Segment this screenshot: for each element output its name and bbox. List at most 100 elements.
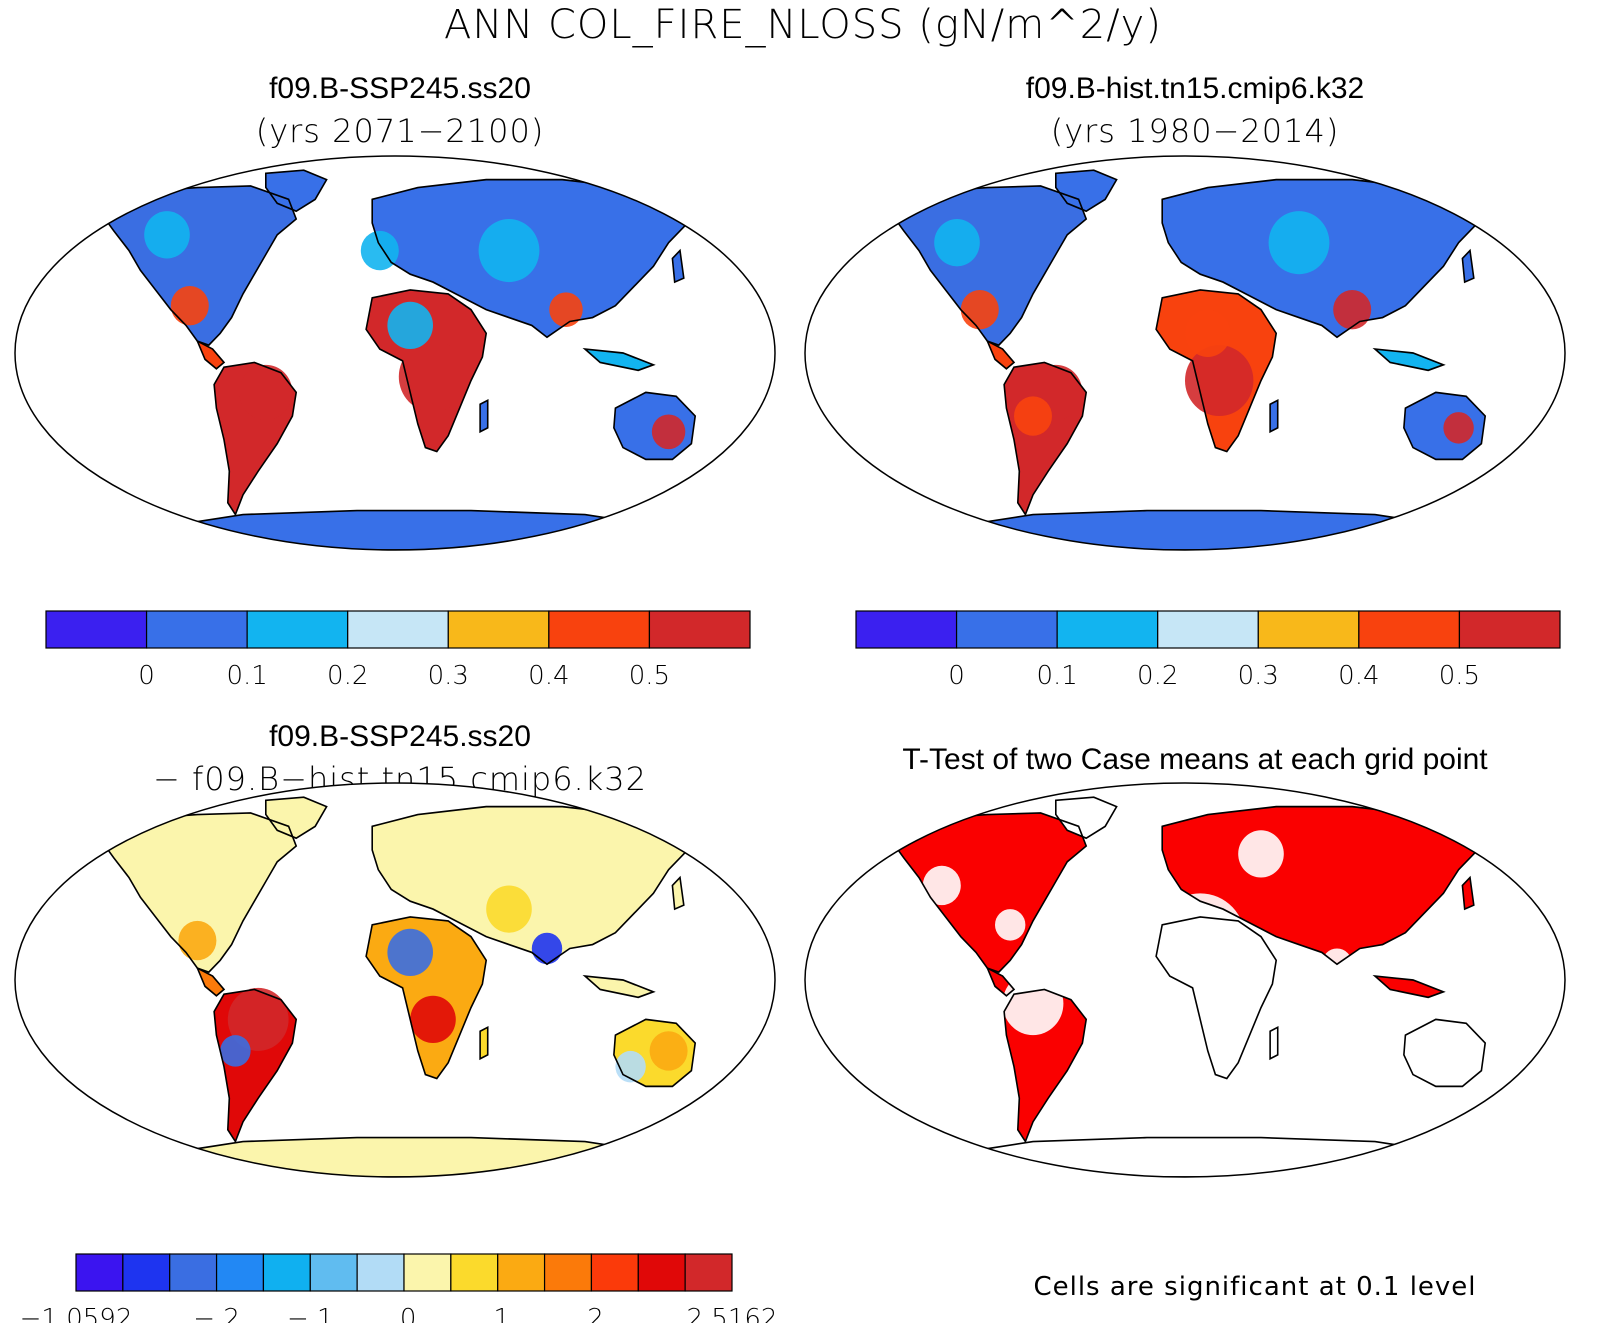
panel1-title: f09.B-SSP245.ss20 [269, 72, 531, 105]
field-patch [1014, 396, 1052, 436]
coastline [613, 391, 697, 461]
land-nz [1508, 1086, 1520, 1108]
field-patch [144, 211, 190, 259]
field-patch [549, 292, 583, 327]
colorbar-box [955, 610, 1058, 649]
coastline [985, 966, 1016, 997]
panel4-title: T-Test of two Case means at each grid po… [902, 743, 1488, 776]
colorbar-box [246, 610, 349, 649]
field-patch [1185, 345, 1254, 417]
field-patch [387, 301, 433, 350]
map-border [14, 155, 776, 551]
colorbar-box [122, 1253, 171, 1292]
colorbar-box [684, 1253, 733, 1292]
field-patch [922, 865, 961, 906]
colorbar-box [262, 1253, 311, 1292]
field-patch [531, 932, 563, 965]
coastline [1155, 289, 1278, 453]
field-patch [220, 1035, 251, 1067]
field-patch [649, 1031, 688, 1071]
colorbar-label: 0.5 [629, 661, 670, 691]
field-patch [1443, 412, 1474, 444]
field-patch [1185, 309, 1231, 357]
field-patch [178, 920, 217, 961]
field-patch [995, 909, 1026, 941]
colorbar-box [1056, 610, 1159, 649]
colorbar-box [855, 610, 958, 649]
coastline [213, 988, 298, 1144]
map-panel-1 [14, 155, 776, 551]
land-na [892, 812, 1087, 973]
coastline [1269, 398, 1279, 434]
coastline [195, 339, 226, 370]
colorbar-label: 0.4 [528, 661, 569, 691]
colorbar-box [1157, 610, 1259, 649]
colorbar-panel1: 0 0.1 0.2 0.3 0.4 0.5 [45, 610, 751, 691]
land-ia [1375, 976, 1444, 998]
field-patch [651, 414, 686, 450]
map-border [804, 782, 1566, 1178]
colorbar-box [347, 610, 449, 649]
colorbar-box [145, 610, 248, 649]
coastline [1461, 248, 1475, 284]
colorbar-box [45, 610, 148, 649]
field-patch [398, 341, 468, 413]
coastline [671, 248, 685, 284]
colorbar-label: 0.4 [1338, 661, 1379, 691]
coastline [479, 398, 489, 434]
colorbar-label: 0.2 [1137, 661, 1178, 691]
colorbar-box [403, 1253, 452, 1292]
coastline [1372, 974, 1446, 999]
coastline [1054, 169, 1118, 213]
colorbar-box [215, 1253, 265, 1292]
land-ca [197, 968, 224, 996]
land-md [1270, 400, 1278, 432]
colorbar-panel2: 0 0.1 0.2 0.3 0.4 0.5 [855, 610, 1561, 691]
coastline [1372, 347, 1446, 372]
coastline [1003, 361, 1088, 517]
colorbar-label: −.1 [287, 1304, 334, 1323]
colorbar-label: 0.3 [428, 661, 469, 691]
coastline [1506, 1084, 1521, 1109]
land-ia [585, 349, 654, 371]
figure-title: ANN COL_FIRE_NLOSS (gN/m^2/y) [444, 2, 1162, 48]
coastline [213, 361, 298, 517]
colorbar-label: 0.5 [1439, 661, 1480, 691]
coastline [671, 875, 685, 911]
coastline [365, 289, 488, 453]
colorbar-label: 0.1 [1036, 661, 1077, 691]
colorbar-label: .1 [485, 1304, 510, 1323]
colorbar-box [75, 1253, 124, 1292]
colorbar-box [450, 1253, 499, 1292]
map-panel-2 [804, 155, 1566, 551]
coastline [1403, 391, 1487, 461]
field-patch [1185, 1003, 1246, 1067]
coastline [1054, 796, 1118, 840]
field-patch [1002, 972, 1064, 1036]
land-ia [585, 976, 654, 998]
colorbar-box [1257, 610, 1360, 649]
coastline [716, 457, 731, 482]
map-border [14, 782, 776, 1178]
panel2-subtitle: (yrs 1980−2014) [1050, 112, 1340, 150]
colorbar-label: −.2 [193, 1304, 240, 1323]
field-patch [1333, 289, 1372, 330]
map-border [804, 155, 1566, 551]
coastline [1506, 457, 1521, 482]
panel3-title: f09.B-SSP245.ss20 [269, 720, 531, 753]
coastline [1003, 988, 1088, 1144]
field-patch [227, 987, 289, 1051]
colorbar-label: .2 [579, 1304, 604, 1323]
colorbar-box [169, 1253, 218, 1292]
colorbar-box [447, 610, 550, 649]
field-patch [170, 286, 209, 326]
coastline [479, 1025, 489, 1061]
colorbar-label: 0.1 [226, 661, 267, 691]
colorbar-label: 0 [138, 661, 155, 691]
colorbar-box [637, 1253, 686, 1292]
land-md [480, 400, 488, 432]
coastline [582, 347, 656, 372]
colorbar-box [1458, 610, 1561, 649]
colorbar-box [590, 1253, 639, 1292]
